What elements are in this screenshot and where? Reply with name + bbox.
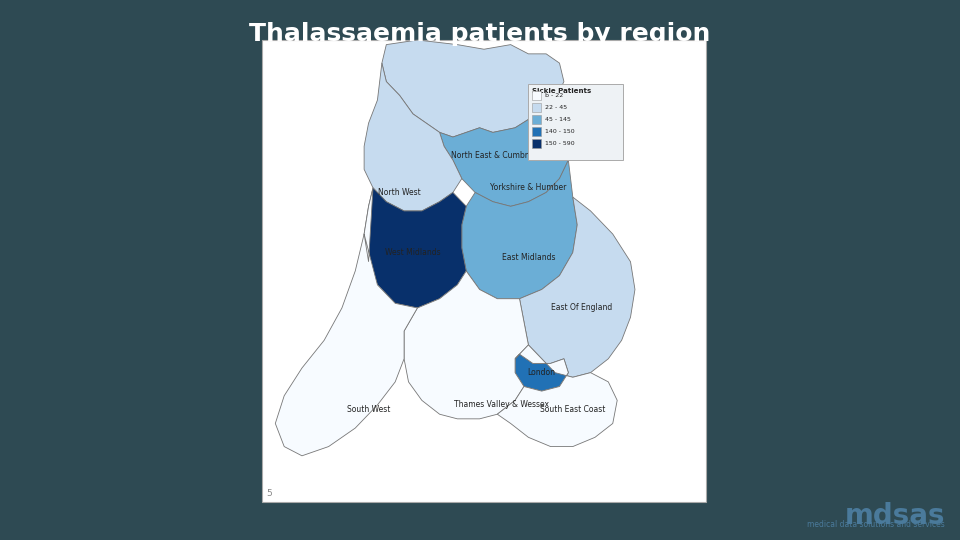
Text: Sickle Patients: Sickle Patients [533,88,591,94]
Polygon shape [364,63,462,211]
Polygon shape [519,197,635,377]
Text: South West: South West [347,405,391,414]
Text: Thames Valley & Wessex: Thames Valley & Wessex [454,401,549,409]
Text: 140 - 150: 140 - 150 [545,129,575,134]
Polygon shape [276,188,418,456]
Bar [533,91,541,100]
Bar [533,115,541,124]
Text: North West: North West [378,188,421,197]
Text: Thalassaemia patients by region: Thalassaemia patients by region [250,22,710,46]
Text: medical data solutions and services: medical data solutions and services [807,520,945,529]
Polygon shape [440,100,573,206]
Text: East Midlands: East Midlands [502,253,555,262]
Bar [262,40,706,502]
Polygon shape [364,188,467,308]
Polygon shape [404,271,528,419]
Polygon shape [382,40,564,137]
Bar [528,84,623,160]
Text: 5: 5 [266,489,272,498]
Text: 45 - 145: 45 - 145 [545,117,571,122]
Text: 150 - 590: 150 - 590 [545,141,575,146]
Text: mdsas: mdsas [845,502,945,530]
Text: South East Coast: South East Coast [540,405,606,414]
Bar [533,139,541,148]
Text: 22 - 45: 22 - 45 [545,105,567,110]
Text: Yorkshire & Humber: Yorkshire & Humber [491,184,566,192]
Text: North East & Cumbria: North East & Cumbria [451,151,535,160]
Bar [533,103,541,112]
Text: West Midlands: West Midlands [385,248,441,257]
Text: London: London [528,368,556,377]
Polygon shape [516,354,568,391]
Polygon shape [497,345,617,447]
Polygon shape [462,160,577,299]
Text: b - 22: b - 22 [545,93,564,98]
Bar [533,127,541,136]
Text: East Of England: East Of England [551,303,612,313]
